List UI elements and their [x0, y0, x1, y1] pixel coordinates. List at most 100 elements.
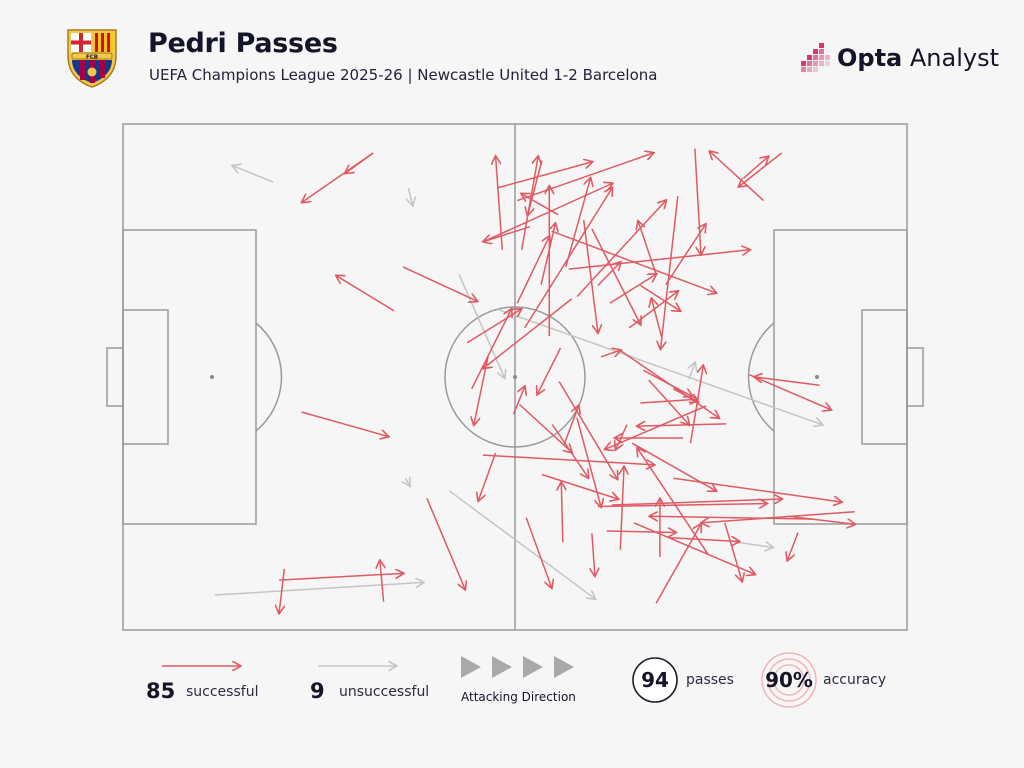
successful-pass-33: [652, 299, 663, 340]
successful-pass-54: [631, 442, 716, 491]
successful-pass-53: [749, 374, 831, 410]
attacking-direction-label: Attacking Direction: [461, 690, 576, 704]
attacking-direction-arrows: [461, 656, 574, 678]
successful-pass-19: [512, 387, 525, 415]
opta-analyst-logo: Opta Analyst: [797, 40, 999, 76]
unsuccessful-label: unsuccessful: [339, 684, 430, 700]
successful-pass-32: [628, 291, 678, 329]
successful-pass-36: [661, 196, 679, 349]
successful-pass-2: [302, 152, 374, 202]
successful-pass-12: [528, 160, 543, 215]
successful-pass-24: [474, 356, 489, 424]
successful-pass-27: [568, 250, 750, 270]
page-subtitle: UEFA Champions League 2025-26 | Newcastl…: [149, 66, 658, 84]
passes-label: passes: [686, 672, 734, 688]
successful-pass-31: [609, 274, 656, 304]
successful-pass-82: [279, 573, 403, 581]
successful-pass-62: [482, 454, 654, 465]
direction-triangle-3: [523, 656, 543, 678]
successful-pass-39: [739, 152, 783, 187]
successful-pass-60: [558, 381, 617, 479]
brand-name-light: Analyst: [902, 44, 999, 72]
page-title: Pedri Passes: [148, 28, 338, 59]
left-six-yard-box: [122, 309, 169, 445]
successful-pass-80: [670, 538, 739, 542]
successful-pass-6: [520, 157, 538, 250]
centre-spot: [513, 375, 517, 379]
successful-pass-11: [496, 162, 592, 189]
successful-pass-28: [582, 219, 598, 332]
successful-pass-75: [655, 524, 701, 604]
successful-pass-76: [650, 516, 814, 519]
successful-pass-47: [638, 424, 727, 426]
successful-pass-55: [673, 477, 841, 502]
unsuccessful-pass-7: [448, 490, 595, 599]
successful-pass-3: [402, 266, 477, 301]
left-goal: [106, 347, 124, 407]
centre-circle: [444, 306, 586, 448]
pitch-markings: [106, 123, 924, 631]
barcelona-crest-icon: FCB: [67, 29, 117, 88]
successful-pass-61: [518, 403, 572, 453]
accuracy-value: 90%: [765, 668, 813, 692]
successful-pass-46: [648, 379, 689, 425]
successful-pass-70: [592, 533, 595, 575]
passes-count: 94: [641, 668, 669, 692]
successful-pass-56: [616, 424, 628, 450]
unsuccessful-pass-5: [405, 478, 410, 485]
direction-triangle-1: [461, 656, 481, 678]
successful-pass-84: [279, 568, 286, 613]
successful-pass-7: [484, 225, 531, 242]
successful-pass-41: [743, 157, 769, 179]
successful-pass-67: [638, 448, 710, 556]
successful-pass-15: [540, 224, 555, 285]
successful-pass-73: [633, 522, 755, 574]
unsuccessful-pass-6: [214, 582, 423, 596]
successful-pass-78: [702, 510, 855, 523]
successful-pass-77: [788, 515, 854, 524]
successful-pass-74: [606, 531, 676, 533]
successful-pass-37: [665, 225, 706, 286]
successful-pass-44: [618, 348, 719, 418]
successful-pass-18: [524, 188, 612, 329]
right-penalty-spot: [815, 375, 819, 379]
crest-text: FCB: [86, 55, 98, 61]
successful-pass-17: [565, 178, 591, 268]
unsuccessful-count: 9: [310, 679, 325, 703]
right-penalty-arc: [747, 322, 775, 432]
brand-name: Opta Analyst: [837, 44, 999, 72]
successful-pass-49: [689, 366, 704, 444]
successful-pass-25: [471, 309, 512, 390]
left-penalty-spot: [210, 375, 214, 379]
successful-pass-23: [466, 309, 521, 344]
accuracy-label: accuracy: [823, 672, 887, 688]
successful-pass-14: [516, 236, 549, 304]
successful-pass-35: [638, 222, 657, 275]
accuracy-badge-rings: [761, 652, 817, 708]
direction-triangle-4: [554, 656, 574, 678]
successful-count: 85: [146, 679, 176, 703]
successful-pass-22: [537, 347, 562, 394]
successful-pass-79: [788, 532, 799, 561]
unsuccessful-pass-3: [458, 273, 505, 377]
unsuccessful-pass-1: [233, 166, 274, 183]
right-six-yard-box: [861, 309, 908, 445]
successful-pass-29: [591, 228, 641, 324]
unsuccessful-pass-9: [732, 540, 772, 548]
successful-pass-21: [576, 201, 666, 298]
successful-pass-85: [525, 517, 551, 588]
successful-pass-52: [755, 377, 820, 386]
unsuccessful-pass-2: [408, 187, 413, 205]
opta-analyst-mark-icon: [801, 43, 830, 72]
successful-pass-65: [597, 504, 767, 507]
passes-badge-ring: [632, 657, 678, 703]
successful-pass-69: [561, 483, 563, 543]
successful-pass-5: [301, 411, 389, 437]
successful-pass-83: [380, 561, 384, 602]
left-penalty-arc: [255, 322, 283, 432]
successful-pass-13: [522, 194, 559, 216]
brand-name-bold: Opta: [837, 44, 903, 72]
successful-pass-40: [710, 152, 765, 202]
successful-passes: [279, 148, 855, 613]
